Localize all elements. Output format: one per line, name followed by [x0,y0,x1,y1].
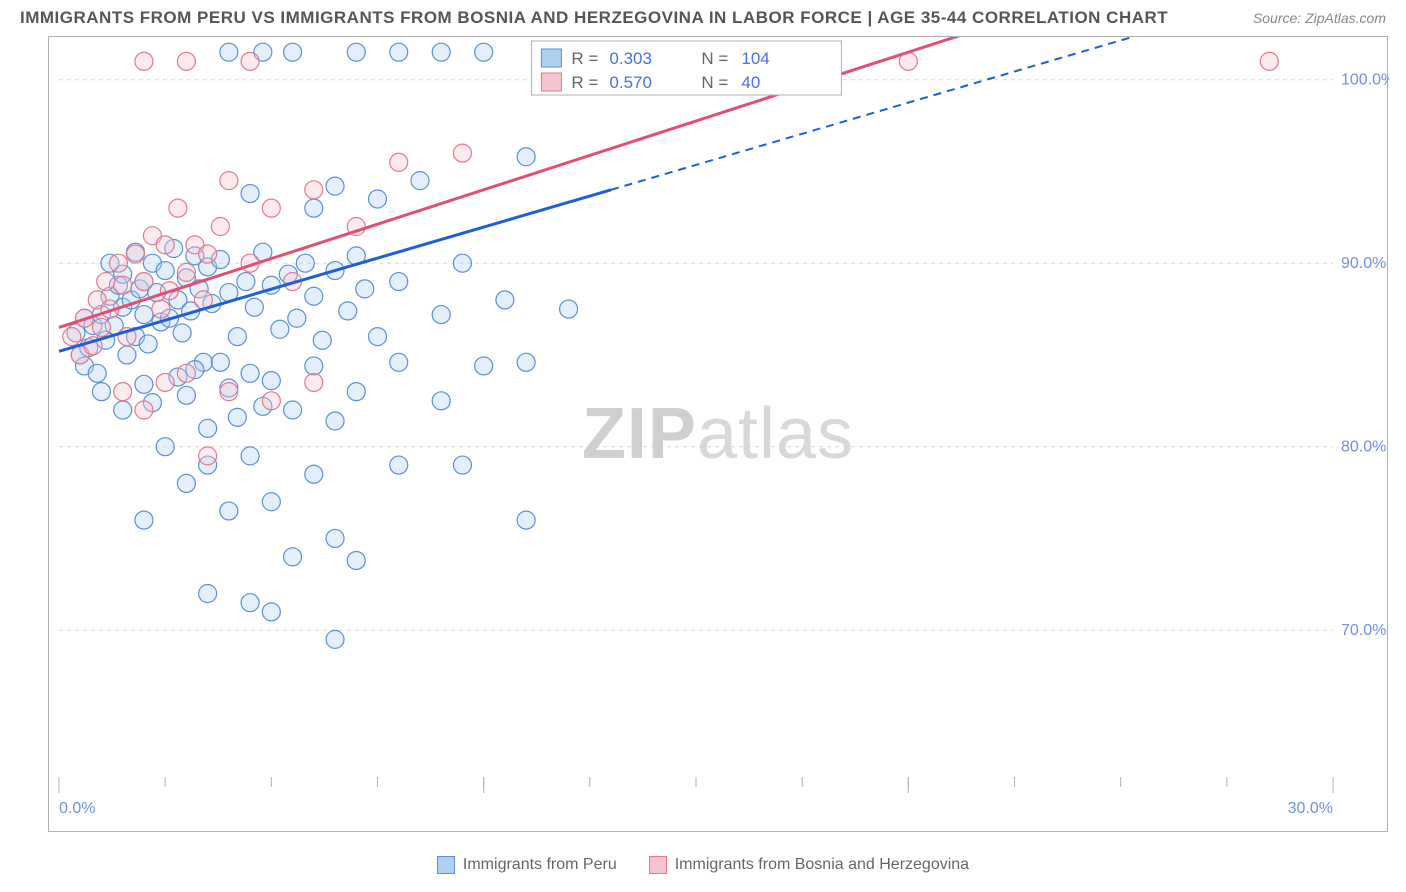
svg-text:80.0%: 80.0% [1341,439,1386,456]
svg-text:0.303: 0.303 [609,49,652,68]
source-label: Source: ZipAtlas.com [1253,10,1386,26]
svg-text:N =: N = [701,49,728,68]
chart-svg: 70.0% 80.0% 90.0% 100.0% 0.0% 30.0% R = 0.303 N … [49,37,1389,833]
svg-text:R =: R = [571,73,598,92]
svg-text:40: 40 [741,73,760,92]
svg-text:100.0%: 100.0% [1341,72,1389,89]
svg-text:104: 104 [741,49,769,68]
svg-text:70.0%: 70.0% [1341,622,1386,639]
legend-label-peru: Immigrants from Peru [463,856,617,874]
svg-text:0.570: 0.570 [609,73,652,92]
legend-item-peru: Immigrants from Peru [437,856,617,874]
legend-swatch-bosnia [649,856,667,874]
legend-item-bosnia: Immigrants from Bosnia and Herzegovina [649,856,969,874]
svg-text:30.0%: 30.0% [1288,800,1333,817]
chart-area: 70.0% 80.0% 90.0% 100.0% 0.0% 30.0% R = 0.303 N … [48,36,1388,832]
svg-text:N =: N = [701,73,728,92]
svg-text:90.0%: 90.0% [1341,255,1386,272]
chart-title: IMMIGRANTS FROM PERU VS IMMIGRANTS FROM … [20,8,1168,28]
legend-label-bosnia: Immigrants from Bosnia and Herzegovina [675,856,969,874]
legend-swatch-peru [437,856,455,874]
svg-text:0.0%: 0.0% [59,800,95,817]
bottom-legend: Immigrants from Peru Immigrants from Bos… [0,856,1406,874]
svg-text:R =: R = [571,49,598,68]
